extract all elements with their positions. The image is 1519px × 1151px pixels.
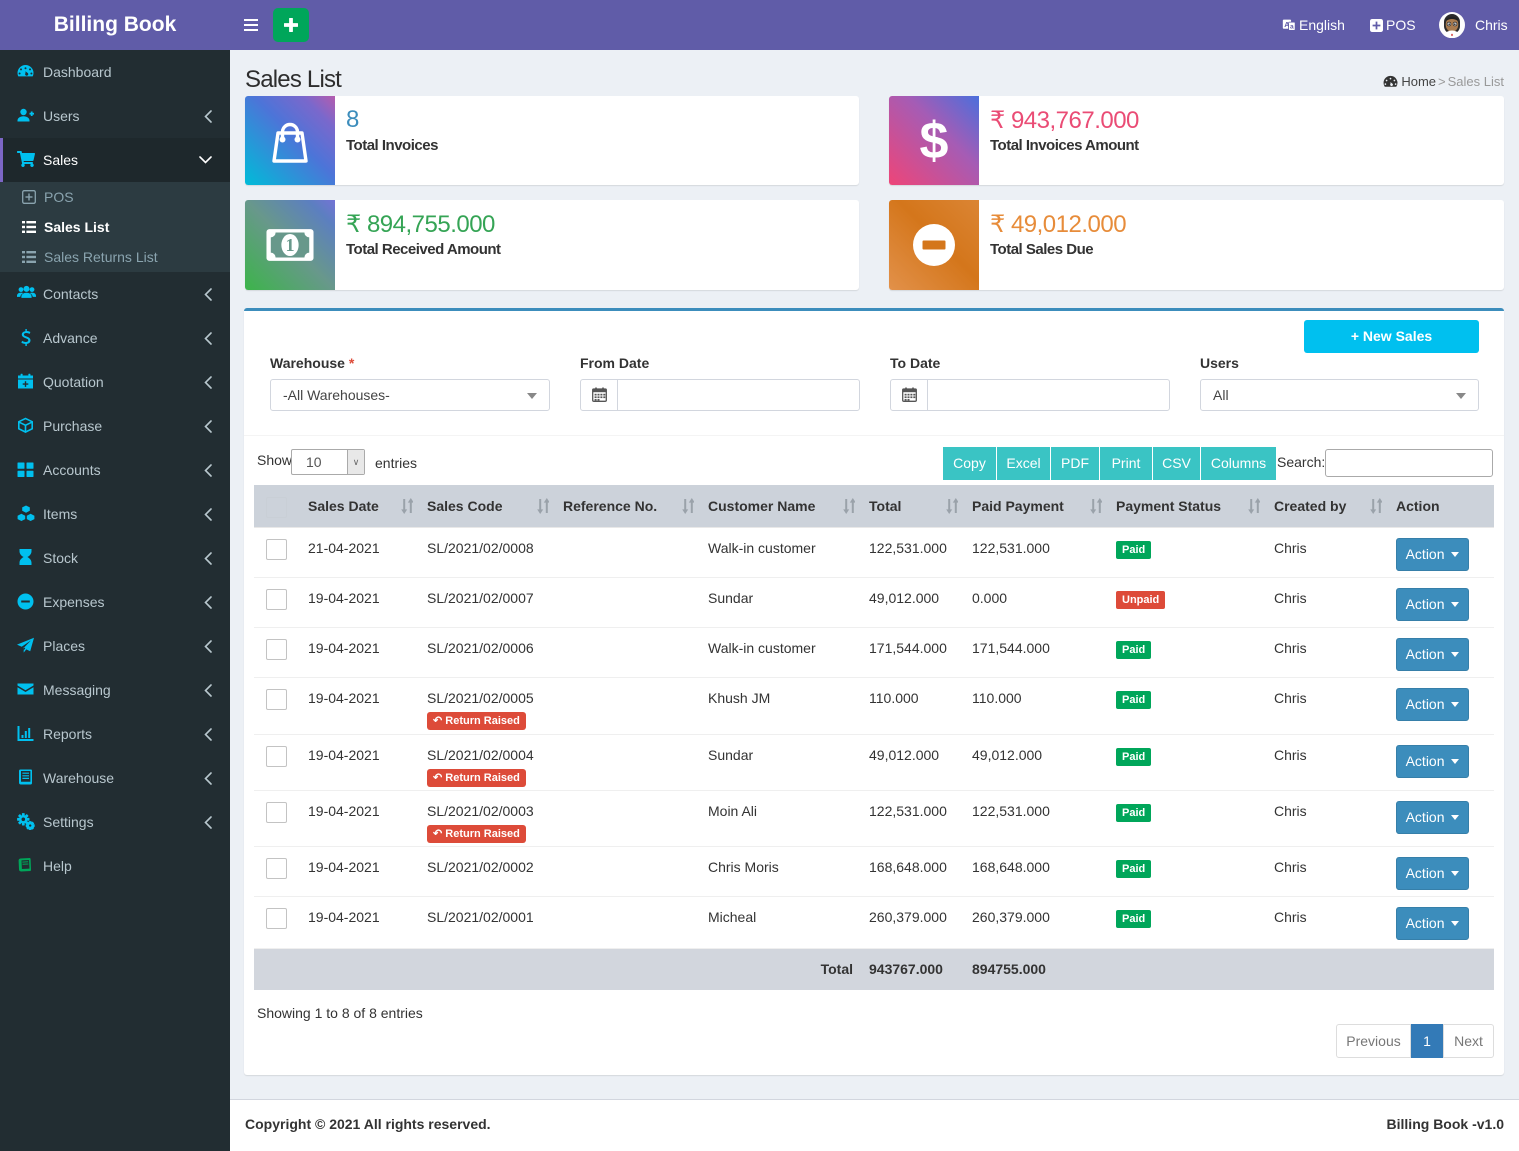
svg-text:1: 1 — [285, 235, 294, 255]
svg-text:a: a — [1290, 24, 1294, 31]
svg-text:$: $ — [920, 112, 949, 170]
svg-text:A: A — [1284, 20, 1290, 29]
